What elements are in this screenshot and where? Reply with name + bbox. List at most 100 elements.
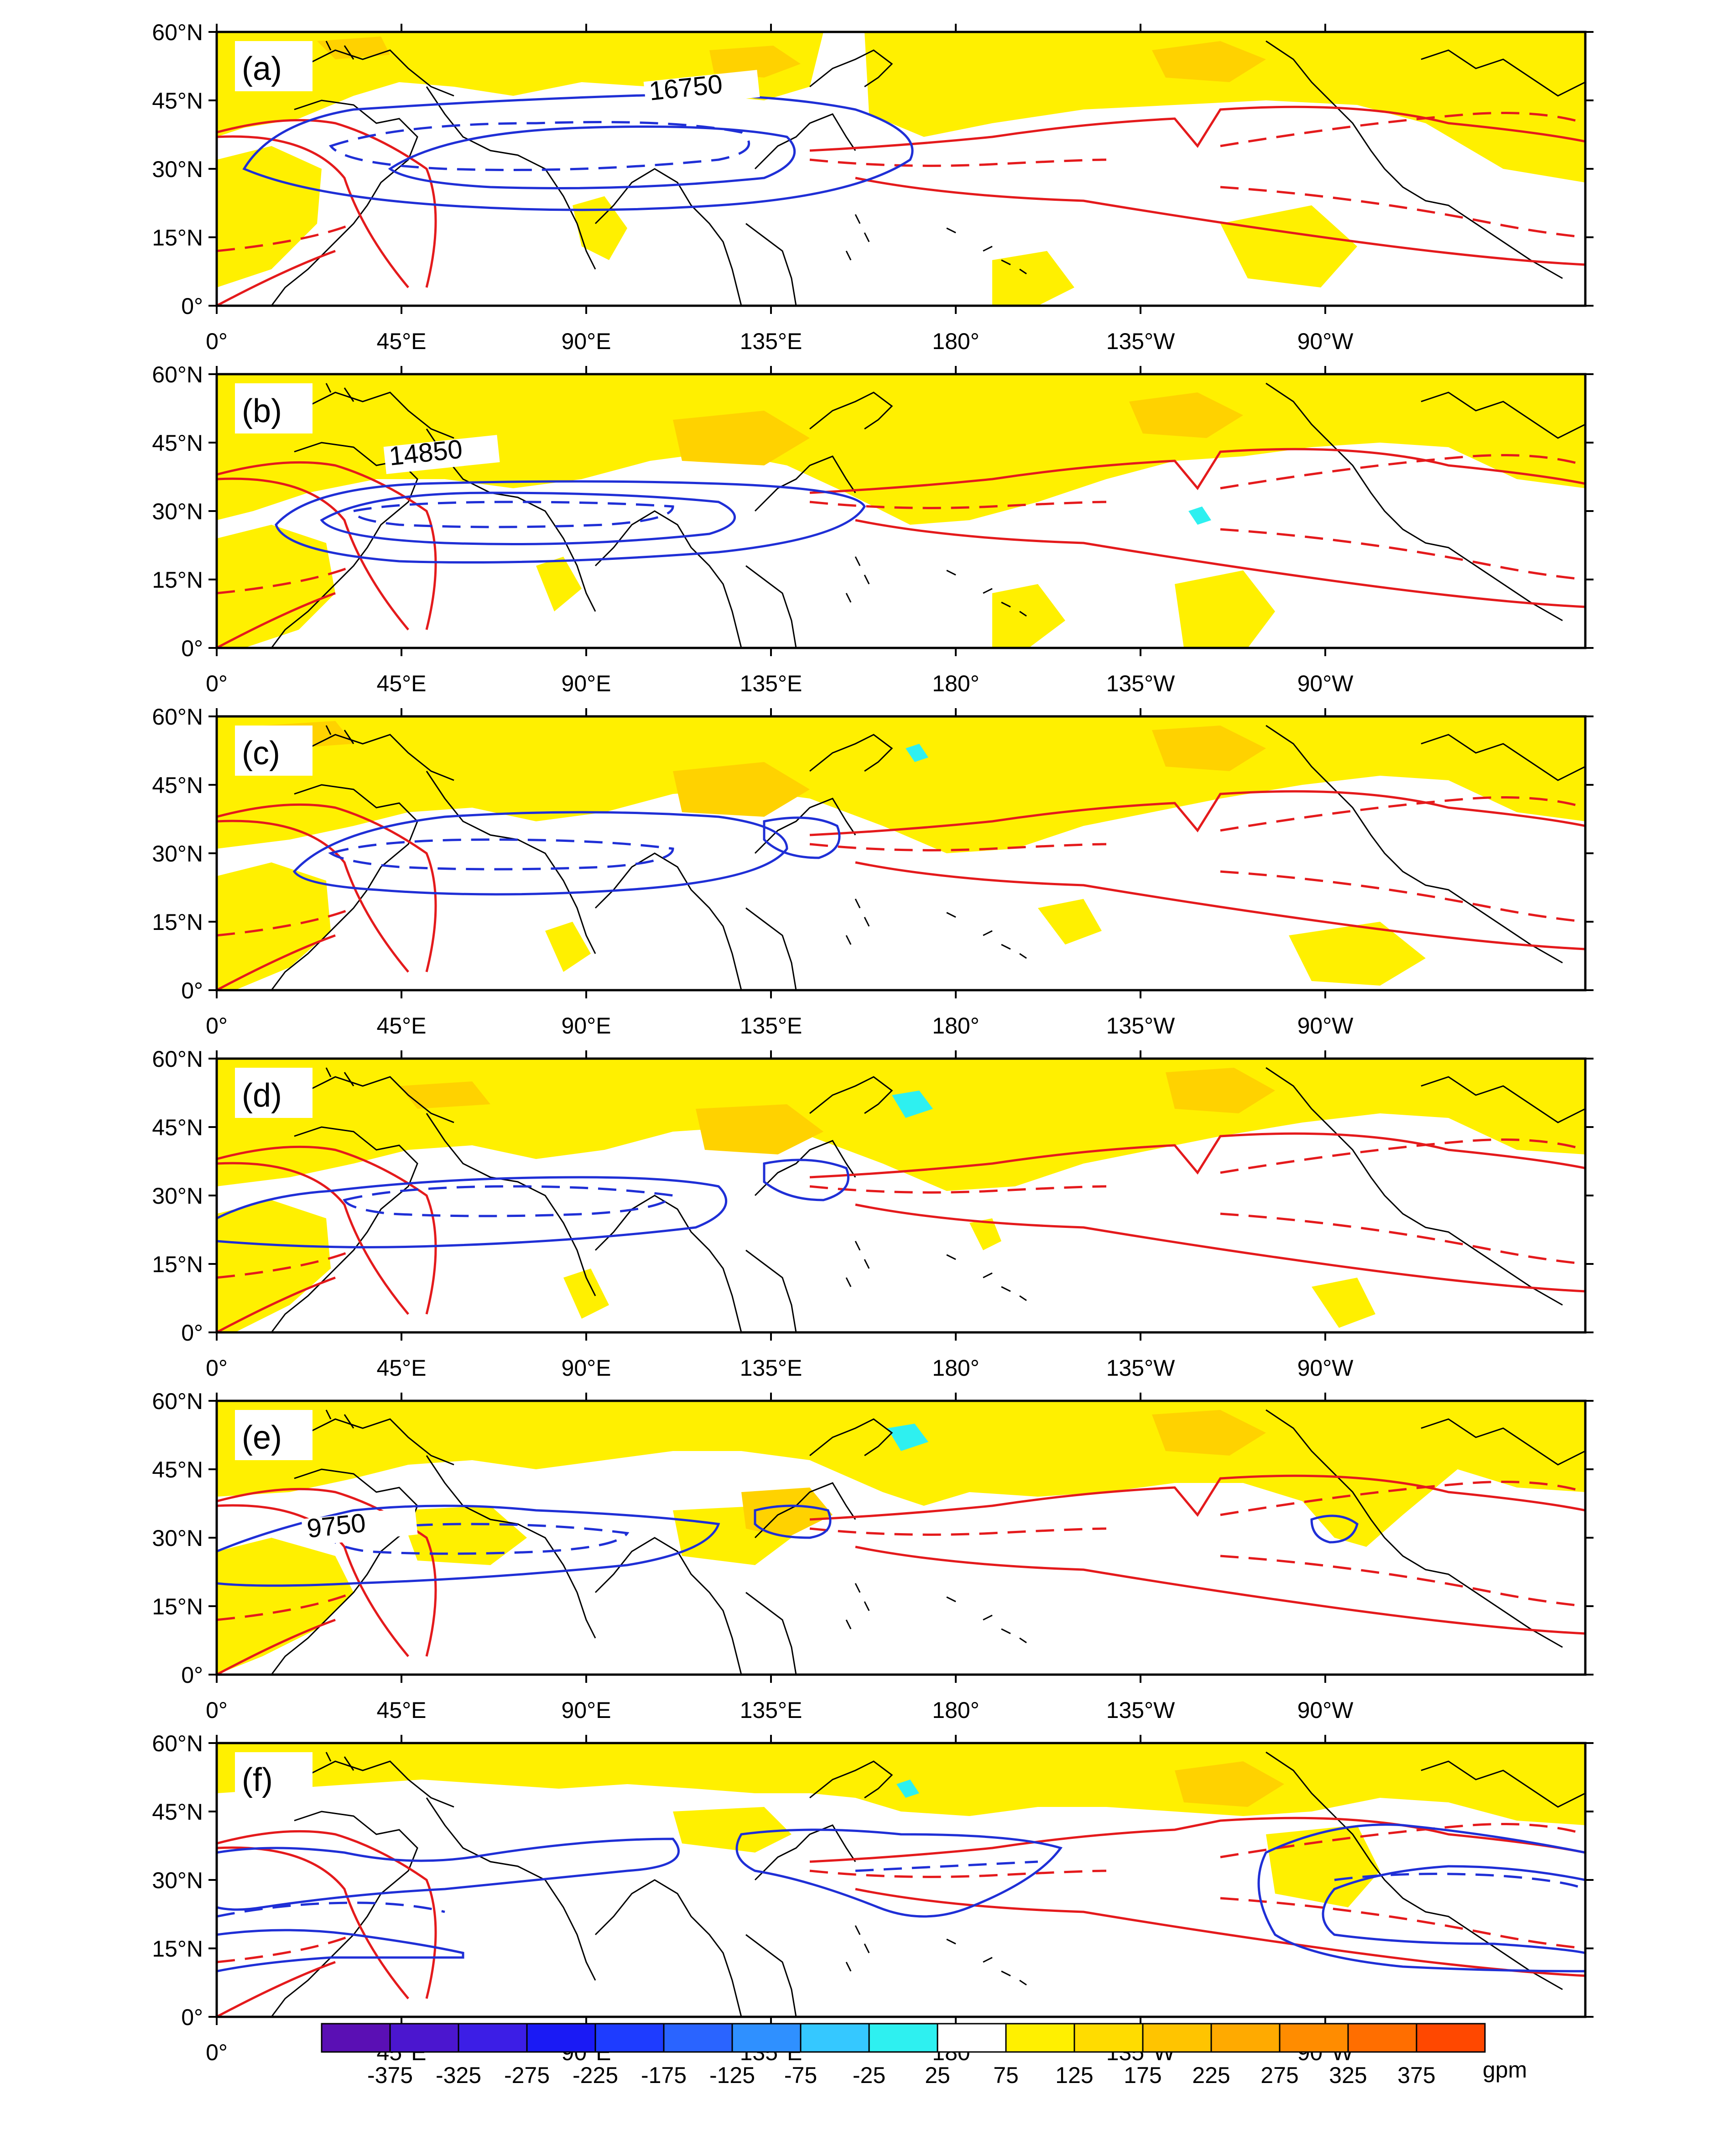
- coastline: [325, 41, 354, 60]
- contour-label-background: [643, 70, 760, 109]
- coastline: [809, 1760, 893, 1799]
- positive-anomaly-shading: [969, 1218, 1001, 1250]
- lat-tick-label: 30°N: [152, 157, 203, 182]
- strong-anomaly-shading: [1152, 1410, 1266, 1456]
- climatology-contour-dashed: [1220, 1481, 1585, 1516]
- coastline: [809, 1076, 893, 1114]
- climatology-contour-dashed: [809, 1185, 1107, 1194]
- lon-tick-label: 0°: [206, 1355, 228, 1381]
- positive-anomaly-shading: [217, 146, 322, 287]
- positive-anomaly-shading: [992, 251, 1074, 306]
- coastline: [1421, 392, 1585, 439]
- anomaly-contour: [242, 94, 914, 211]
- panel-label-background: [235, 1068, 313, 1118]
- climatology-contour: [217, 1846, 409, 1999]
- colorbar-label: -175: [641, 2062, 687, 2088]
- colorbar-label: 175: [1124, 2062, 1161, 2088]
- climatology-contour: [855, 1545, 1585, 1635]
- lon-tick-label: 90°E: [562, 1697, 611, 1723]
- climatology-contour-dashed: [217, 564, 354, 595]
- lon-tick-label: 45°E: [377, 1013, 427, 1039]
- coastline: [745, 907, 797, 990]
- lat-tick-label: 60°N: [152, 362, 203, 387]
- lat-tick-label: 15°N: [152, 567, 203, 593]
- climatology-contour: [809, 790, 1585, 836]
- coastline: [325, 725, 354, 744]
- coastline: [325, 1752, 354, 1771]
- anomaly-contour: [275, 480, 866, 564]
- colorbar-label: 225: [1192, 2062, 1230, 2088]
- lat-tick-label: 60°N: [152, 1731, 203, 1756]
- climatology-contour: [217, 1276, 336, 1332]
- climatology-contour: [217, 592, 336, 648]
- lat-tick-label: 45°N: [152, 773, 203, 798]
- anomaly-contour: [735, 1828, 1063, 1918]
- coastline: [845, 1583, 870, 1629]
- climatology-contour: [809, 1817, 1585, 1863]
- climatology-contour-dashed: [1220, 1212, 1585, 1265]
- anomaly-contour: [217, 1929, 464, 1973]
- lon-tick-label: 45°E: [377, 1697, 427, 1723]
- lat-tick-label: 0°: [181, 293, 203, 319]
- map-area: 9750: [217, 1401, 1585, 1675]
- climatology-contour-dashed: [217, 222, 354, 252]
- lon-tick-label: 90°E: [562, 1013, 611, 1039]
- coastline: [946, 227, 1027, 275]
- coastline: [426, 428, 596, 612]
- climatology-contour: [855, 519, 1585, 608]
- climatology-contour: [855, 861, 1585, 950]
- coastline: [745, 1592, 797, 1675]
- climatology-contour-dashed: [1220, 796, 1585, 832]
- anomaly-contour: [1310, 1514, 1359, 1544]
- panel-label-background: [235, 383, 313, 433]
- colorbar-box: [458, 2023, 528, 2053]
- positive-anomaly-shading: [1175, 570, 1275, 648]
- coastline: [754, 1140, 856, 1196]
- climatology-contour-dashed: [217, 1249, 354, 1279]
- panel-b: 14850(b) 60°N 45°N 30°N 15°N 0°0° 45°E 90°E 135°…: [152, 362, 1594, 696]
- lat-tick-label: 60°N: [152, 20, 203, 45]
- lat-tick-label: 60°N: [152, 1046, 203, 1072]
- negative-anomaly-shading: [906, 744, 928, 762]
- climatology-contour: [217, 934, 336, 990]
- anomaly-contour-dashed: [329, 1523, 630, 1555]
- positive-anomaly-shading: [536, 557, 582, 611]
- climatology-contour-dashed: [809, 158, 1107, 167]
- climatology-contour: [809, 1474, 1585, 1521]
- panel-label: (f): [242, 1762, 273, 1798]
- positive-anomaly-shading: [1038, 899, 1102, 945]
- lat-tick-label: 45°N: [152, 430, 203, 456]
- strong-anomaly-shading: [673, 762, 810, 817]
- lon-tick-label: 135°W: [1106, 671, 1175, 696]
- climatology-contour: [217, 119, 437, 288]
- climatology-contour-dashed: [1220, 870, 1585, 923]
- colorbar-boxes: [321, 2023, 1486, 2053]
- colorbar-unit: gpm: [1483, 2057, 1527, 2083]
- lon-tick-label: 0°: [206, 1697, 228, 1723]
- coastline: [754, 1482, 856, 1539]
- strong-anomaly-shading: [696, 1104, 823, 1154]
- climatology-contour: [217, 1961, 336, 2017]
- map-area: 16750: [217, 32, 1585, 306]
- colorbar-label: 75: [993, 2062, 1019, 2088]
- colorbar-box: [526, 2023, 596, 2053]
- anomaly-contour-dashed: [352, 501, 674, 528]
- climatology-contour-dashed: [809, 1869, 1107, 1878]
- coastline: [1266, 40, 1563, 279]
- coastline: [845, 556, 870, 603]
- coastline: [271, 784, 418, 990]
- strong-anomaly-shading: [1175, 1761, 1284, 1807]
- coastline: [845, 214, 870, 261]
- climatology-contour-dashed: [1220, 112, 1585, 147]
- climatology-contour: [217, 1830, 437, 1999]
- colorbar-label: 325: [1329, 2062, 1367, 2088]
- coastline: [754, 455, 856, 512]
- lat-tick-label: 45°N: [152, 1457, 203, 1483]
- coastline: [745, 1249, 797, 1332]
- panel-label-background: [235, 41, 313, 91]
- panel-f: (f)60°N45°N30°N15°N0°0°45°E90°E135°E180°…: [152, 1731, 1594, 2065]
- climatology-contour: [809, 448, 1585, 494]
- positive-anomaly-shading: [217, 1538, 354, 1675]
- anomaly-contour: [763, 816, 841, 859]
